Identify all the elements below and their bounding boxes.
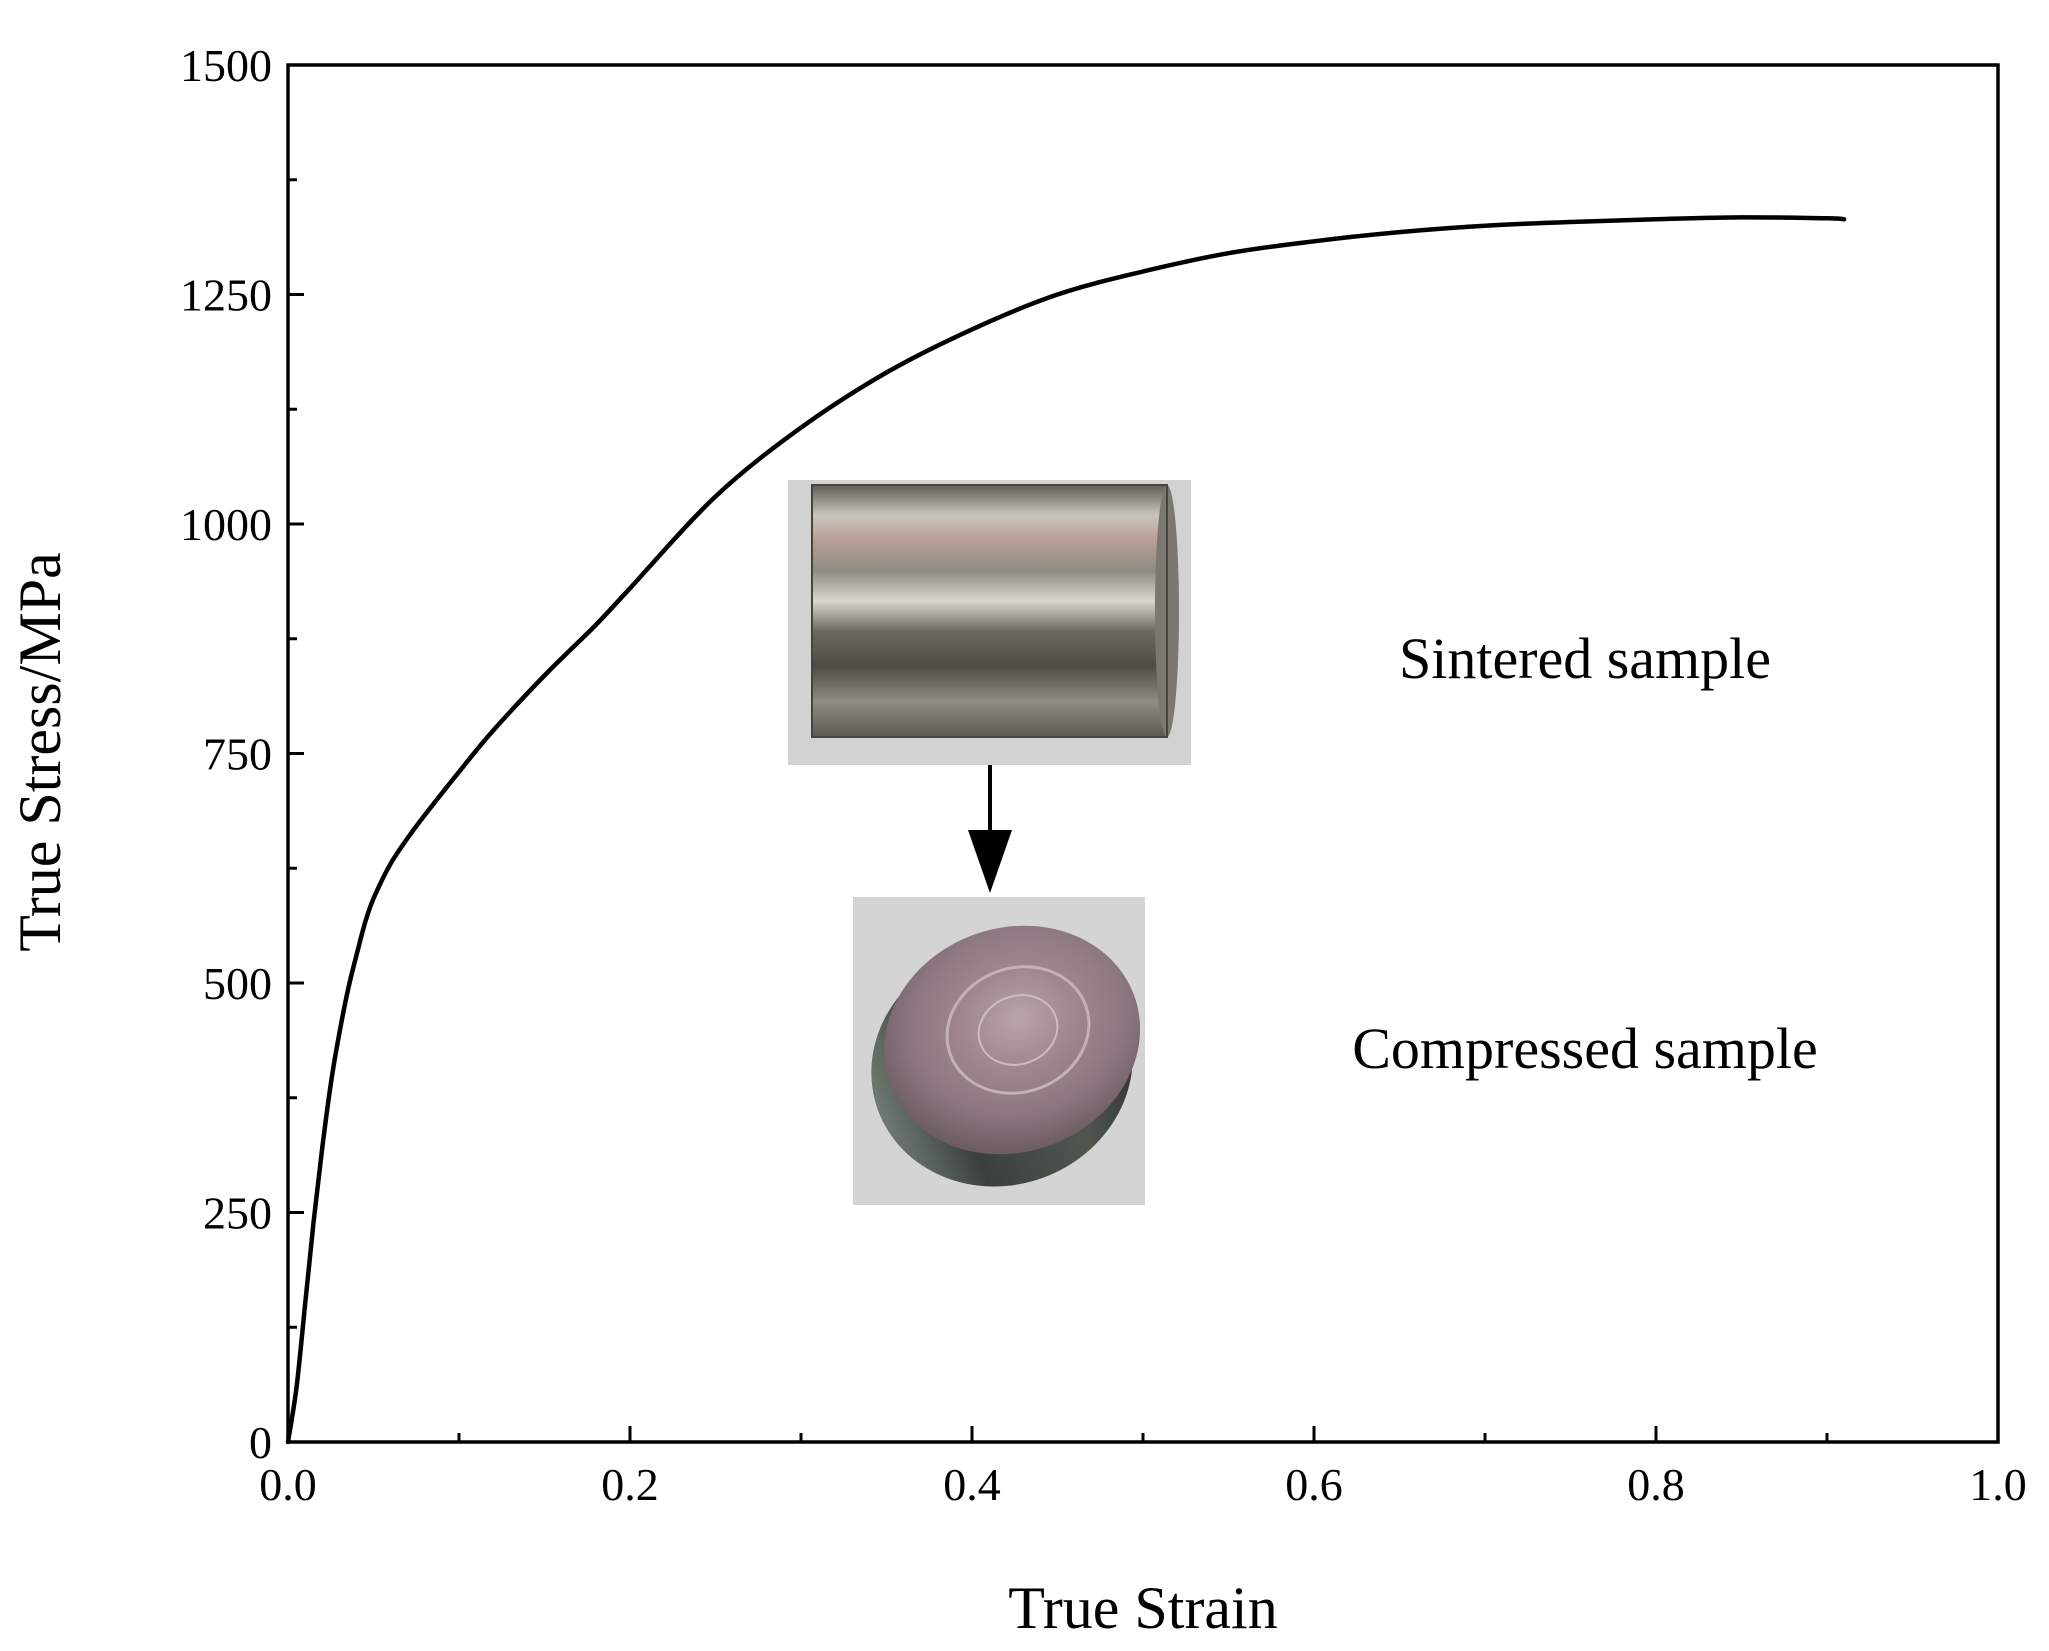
sintered-sample-label: Sintered sample xyxy=(1399,626,1771,691)
x-axis-title: True Strain xyxy=(1008,1575,1277,1641)
y-tick-label: 750 xyxy=(203,729,272,780)
y-tick-label: 1500 xyxy=(180,40,272,91)
x-tick-label: 0.2 xyxy=(601,1459,659,1510)
y-tick-label: 500 xyxy=(203,958,272,1009)
y-tick-label: 1250 xyxy=(180,270,272,321)
y-axis-ticks xyxy=(288,63,304,1444)
x-tick-label: 0.8 xyxy=(1627,1459,1685,1510)
y-tick-label: 250 xyxy=(203,1188,272,1239)
y-tick-label: 0 xyxy=(249,1417,272,1468)
y-tick-label: 1000 xyxy=(180,499,272,550)
y-axis-tick-labels: 0 250 500 750 1000 1250 1500 xyxy=(180,40,272,1468)
compressed-sample-photo xyxy=(853,897,1145,1205)
compressed-sample-label: Compressed sample xyxy=(1352,1016,1818,1081)
x-tick-label: 0.4 xyxy=(943,1459,1001,1510)
sintered-sample-photo xyxy=(788,480,1191,765)
down-arrow xyxy=(968,765,1012,893)
y-axis-title: True Stress/MPa xyxy=(7,552,73,952)
stress-strain-curve xyxy=(285,215,1847,1445)
x-tick-label: 0.6 xyxy=(1285,1459,1343,1510)
x-axis-tick-labels: 0.0 0.2 0.4 0.6 0.8 1.0 xyxy=(259,1459,2027,1510)
x-axis-ticks xyxy=(286,1426,2000,1442)
x-tick-label: 0.0 xyxy=(259,1459,317,1510)
x-tick-label: 1.0 xyxy=(1969,1459,2027,1510)
